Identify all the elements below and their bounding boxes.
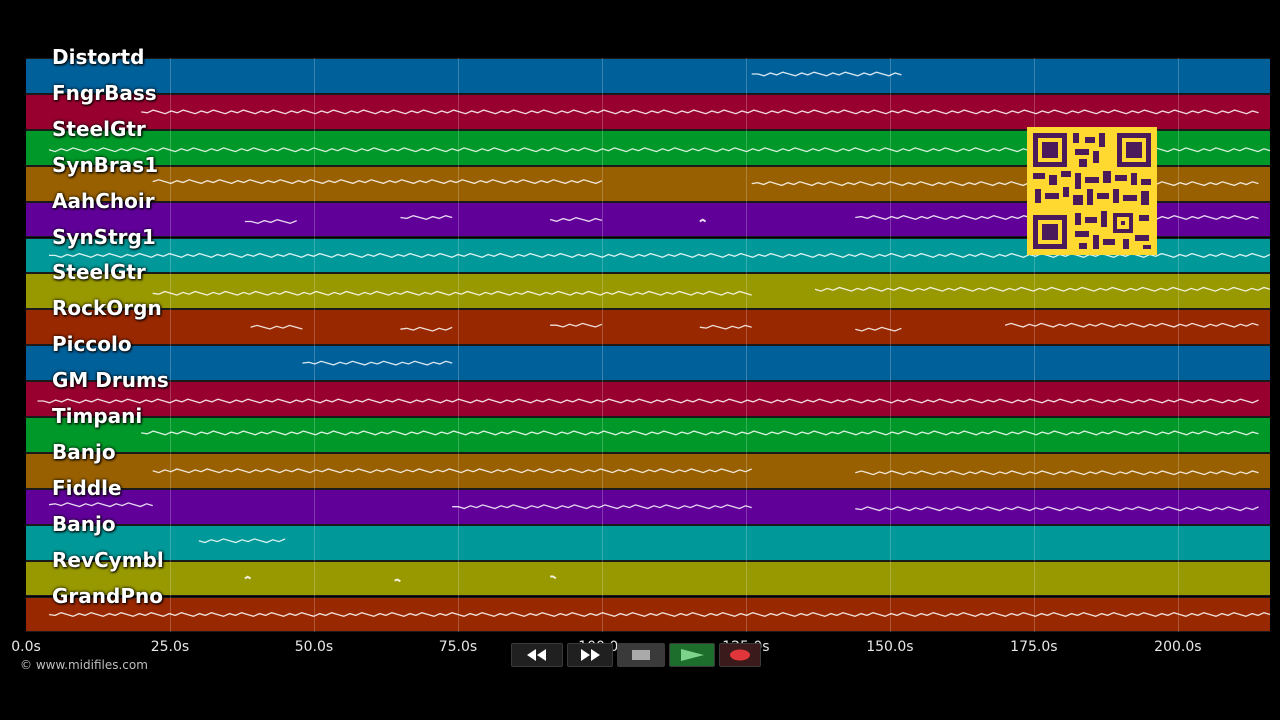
track-label: AahChoir bbox=[52, 188, 155, 213]
track-lane bbox=[26, 273, 1270, 310]
track-lane bbox=[26, 452, 1270, 489]
track-lane bbox=[26, 560, 1270, 597]
track-label: GrandPno bbox=[52, 583, 163, 608]
track-lane bbox=[26, 309, 1270, 346]
track-label: SynStrg1 bbox=[52, 224, 156, 249]
record-button[interactable] bbox=[719, 643, 761, 667]
track-label: Distortd bbox=[52, 45, 145, 69]
track-lane bbox=[26, 488, 1270, 525]
transport-controls bbox=[511, 643, 769, 669]
rewind-button[interactable] bbox=[511, 643, 563, 667]
track-label: RockOrgn bbox=[52, 296, 162, 321]
track-label: Timpani bbox=[52, 404, 143, 428]
copyright-text: © www.midifiles.com bbox=[20, 658, 148, 672]
record-icon bbox=[730, 649, 750, 661]
time-tick-label: 50.0s bbox=[294, 639, 334, 655]
gridline bbox=[601, 58, 603, 632]
track-label: FngrBass bbox=[52, 80, 157, 105]
track-label: Piccolo bbox=[52, 332, 132, 357]
track-label: SynBras1 bbox=[52, 152, 159, 177]
track-lane bbox=[26, 381, 1270, 417]
gridline bbox=[457, 58, 459, 632]
track-label: GM Drums bbox=[52, 368, 169, 393]
track-label: Banjo bbox=[52, 439, 116, 464]
track-label: RevCymbl bbox=[52, 547, 164, 572]
track-label: Fiddle bbox=[52, 475, 122, 500]
gridline bbox=[889, 58, 891, 632]
time-tick-label: 200.0s bbox=[1154, 639, 1202, 655]
track-label: SteelGtr bbox=[52, 116, 146, 141]
gridline bbox=[1177, 58, 1179, 632]
fast-forward-icon bbox=[581, 649, 600, 661]
qr-code-icon bbox=[1033, 133, 1151, 249]
time-tick-label: 75.0s bbox=[438, 639, 478, 655]
track-lane bbox=[26, 524, 1270, 561]
time-tick-label: 175.0s bbox=[1010, 639, 1058, 655]
time-tick-label: 25.0s bbox=[150, 639, 190, 655]
track-label: SteelGtr bbox=[52, 260, 146, 285]
fast-forward-button[interactable] bbox=[567, 643, 613, 667]
gridline bbox=[1033, 58, 1035, 632]
gridline bbox=[313, 58, 315, 632]
rewind-icon bbox=[527, 649, 546, 661]
track-lane bbox=[26, 93, 1270, 130]
track-label: Banjo bbox=[52, 511, 116, 536]
track-lane bbox=[26, 345, 1270, 382]
track-lane bbox=[26, 596, 1270, 633]
qr-code bbox=[1027, 127, 1157, 255]
track-lane bbox=[26, 58, 1270, 94]
track-lane bbox=[26, 417, 1270, 453]
gridline bbox=[169, 58, 171, 632]
time-tick-label: 0.0s bbox=[11, 639, 41, 655]
play-button[interactable] bbox=[669, 643, 715, 667]
time-tick-label: 150.0s bbox=[866, 639, 914, 655]
play-icon bbox=[681, 649, 704, 661]
gridline bbox=[745, 58, 747, 632]
stop-icon bbox=[632, 650, 650, 660]
stop-button[interactable] bbox=[617, 643, 665, 667]
